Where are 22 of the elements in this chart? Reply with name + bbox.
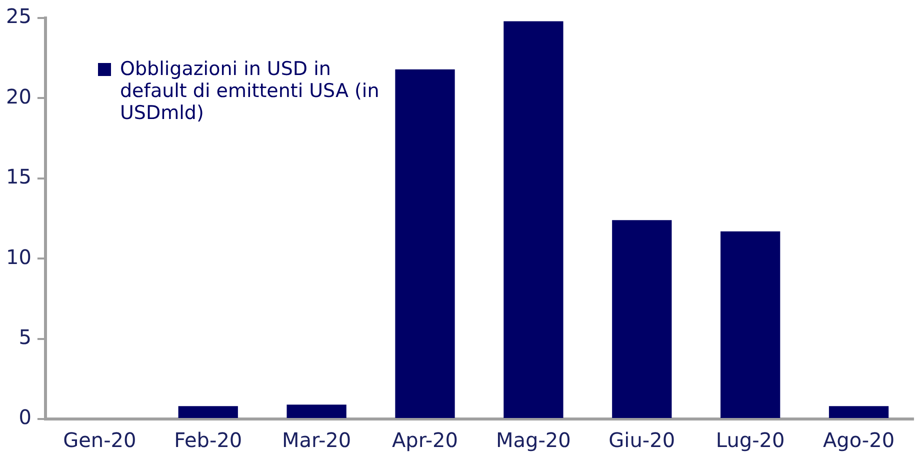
y-tick-label: 15 bbox=[6, 164, 32, 189]
x-tick-label: Gen-20 bbox=[63, 428, 136, 452]
x-tick-label: Ago-20 bbox=[822, 428, 895, 452]
y-tick-label: 0 bbox=[18, 405, 32, 430]
legend-label: Obbligazioni in USD in default di emittenti USA (in USDmld) bbox=[120, 58, 380, 124]
x-tick-label: Lug-20 bbox=[716, 428, 785, 452]
y-tick-label: 5 bbox=[18, 325, 32, 350]
y-tick-label: 20 bbox=[6, 84, 32, 108]
bar bbox=[612, 220, 672, 418]
bar bbox=[828, 406, 889, 418]
bar bbox=[720, 231, 780, 418]
x-tick-label: Mag-20 bbox=[496, 428, 571, 452]
x-tick-label: Feb-20 bbox=[174, 428, 242, 452]
bar bbox=[504, 21, 564, 418]
x-tick-label: Giu-20 bbox=[608, 428, 676, 452]
x-tick-label: Apr-20 bbox=[392, 428, 458, 452]
bar bbox=[178, 406, 238, 418]
x-tick-label: Mar-20 bbox=[282, 428, 352, 452]
y-tick-label: 10 bbox=[6, 244, 32, 269]
bar bbox=[395, 69, 455, 418]
bar bbox=[286, 404, 346, 418]
y-tick-label: 25 bbox=[6, 4, 32, 28]
